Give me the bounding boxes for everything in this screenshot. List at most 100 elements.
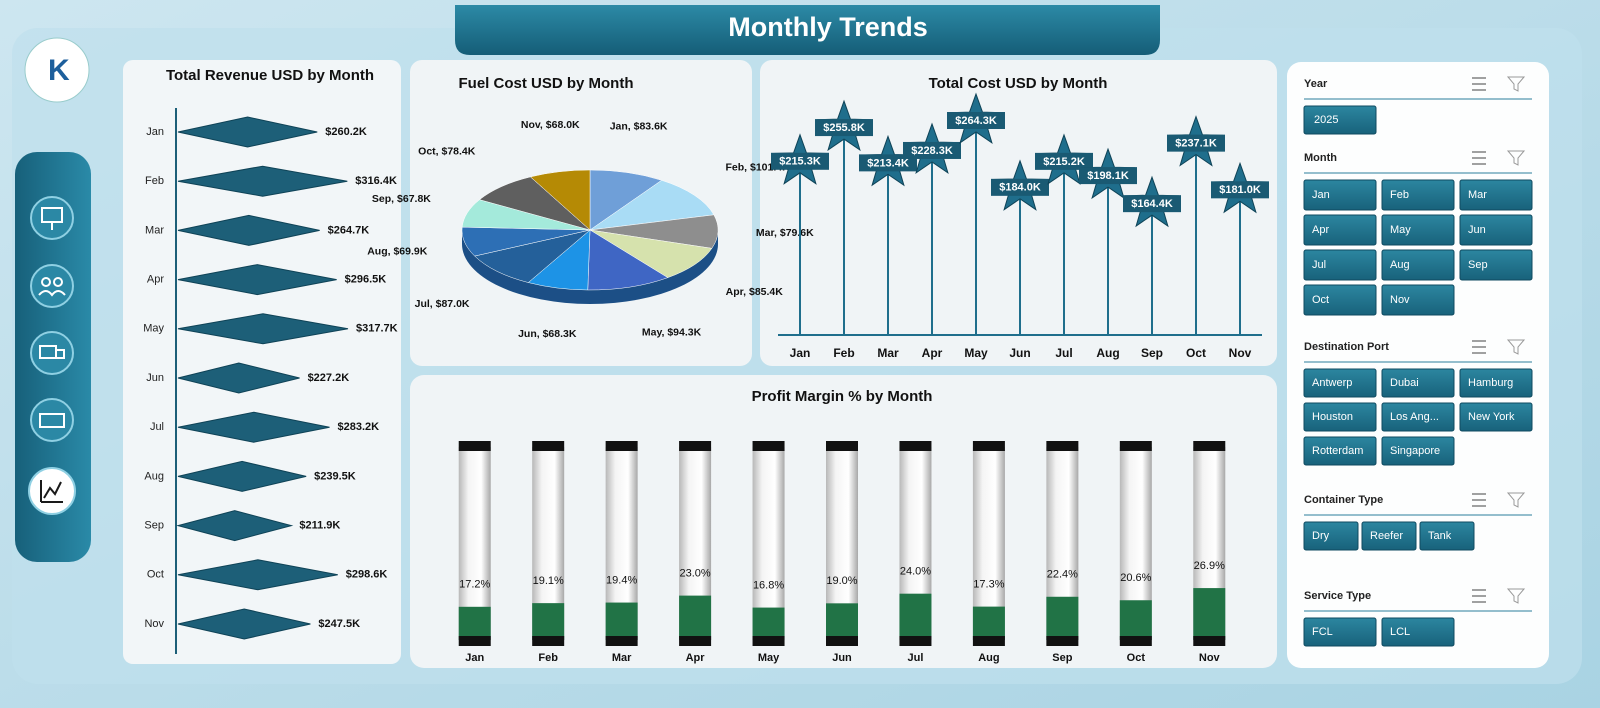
slicer-item[interactable]: Oct	[1312, 294, 1329, 306]
data-label: 22.4%	[1047, 569, 1078, 581]
slicer-button[interactable]	[1303, 368, 1377, 398]
slicer-item[interactable]: Rotterdam	[1312, 445, 1363, 457]
slicer-item[interactable]: Sep	[1468, 259, 1488, 271]
slicer-item[interactable]: FCL	[1312, 626, 1333, 638]
slicer-button[interactable]	[1303, 179, 1377, 211]
slicer-item[interactable]: Nov	[1390, 294, 1410, 306]
cylinder-fill	[1193, 588, 1226, 640]
x-tick-label: Oct	[1127, 652, 1146, 664]
slicer-button[interactable]	[1459, 249, 1533, 281]
y-tick-label: Aug	[144, 470, 164, 482]
diamond-bar	[177, 165, 348, 197]
slicer-button[interactable]	[1303, 521, 1359, 551]
y-tick-label: Apr	[147, 274, 164, 286]
clear-filter-icon[interactable]	[1506, 492, 1526, 508]
nav-icon[interactable]	[30, 196, 74, 240]
cylinder-cap	[1046, 441, 1079, 451]
slicer-item[interactable]: Feb	[1390, 189, 1409, 201]
multi-select-icon[interactable]	[1472, 340, 1486, 354]
slicer-button[interactable]	[1381, 214, 1455, 246]
slicer-item[interactable]: Dry	[1312, 530, 1330, 542]
x-tick-label: Jan	[465, 652, 484, 664]
slicer-item[interactable]: Apr	[1312, 224, 1329, 236]
clear-filter-icon[interactable]	[1506, 339, 1526, 355]
nav-icon[interactable]	[30, 398, 74, 442]
slicer-item[interactable]: LCL	[1390, 626, 1410, 638]
clear-filter-icon[interactable]	[1506, 76, 1526, 92]
slicer-button[interactable]	[1303, 105, 1377, 135]
slicer-item[interactable]: Mar	[1468, 189, 1487, 201]
slicer-button[interactable]	[1459, 368, 1533, 398]
diamond-bar	[177, 362, 300, 394]
cylinder-cap	[1046, 636, 1079, 646]
slicer-button[interactable]	[1419, 521, 1475, 551]
slicer-title: Service Type	[1304, 590, 1371, 602]
data-label: May, $94.3K	[642, 326, 702, 338]
label-box	[1079, 167, 1137, 185]
diamond-bar	[177, 460, 307, 492]
slicer-item[interactable]: New York	[1468, 411, 1515, 423]
data-label: $184.0K	[999, 182, 1041, 194]
slicer-item[interactable]: 2025	[1314, 114, 1338, 126]
slicer-button[interactable]	[1459, 179, 1533, 211]
slicer-button[interactable]	[1381, 436, 1455, 466]
data-label: $264.3K	[955, 115, 997, 127]
slicer-button[interactable]	[1303, 249, 1377, 281]
slicer-item[interactable]: Singapore	[1390, 445, 1440, 457]
slicer-item[interactable]: Dubai	[1390, 377, 1419, 389]
slicer-button[interactable]	[1381, 617, 1455, 647]
slicer-item[interactable]: Tank	[1428, 530, 1452, 542]
data-label: $298.6K	[346, 569, 388, 581]
slicer-item[interactable]: Antwerp	[1312, 377, 1352, 389]
slicer-item[interactable]: Hamburg	[1468, 377, 1513, 389]
slicer-button[interactable]	[1303, 436, 1377, 466]
slicer-panel	[1287, 62, 1549, 668]
slicer-item[interactable]: Houston	[1312, 411, 1353, 423]
data-label: $283.2K	[338, 421, 380, 433]
multi-select-icon[interactable]	[1472, 589, 1486, 603]
multi-select-icon[interactable]	[1472, 77, 1486, 91]
slicer-item[interactable]: Los Ang...	[1390, 411, 1439, 423]
x-tick-label: Jan	[790, 346, 811, 360]
x-tick-label: Nov	[1199, 652, 1221, 664]
x-tick-label: Sep	[1141, 346, 1163, 360]
slicer-item[interactable]: Jun	[1468, 224, 1486, 236]
cylinder-cap	[1193, 441, 1226, 451]
data-label: 20.6%	[1120, 572, 1151, 584]
slicer-item[interactable]: Reefer	[1370, 530, 1403, 542]
slicer-button[interactable]	[1381, 368, 1455, 398]
cylinder-cap	[1193, 636, 1226, 646]
slicer-item[interactable]: May	[1390, 224, 1411, 236]
cylinder-cap	[899, 636, 932, 646]
data-label: 26.9%	[1194, 560, 1225, 572]
slicer-button[interactable]	[1303, 214, 1377, 246]
slicer-button[interactable]	[1381, 249, 1455, 281]
data-label: $181.0K	[1219, 184, 1261, 196]
slicer-button[interactable]	[1303, 617, 1377, 647]
slicer-button[interactable]	[1459, 402, 1533, 432]
slicer-item[interactable]: Jan	[1312, 189, 1330, 201]
slicer-button[interactable]	[1303, 284, 1377, 316]
multi-select-icon[interactable]	[1472, 493, 1486, 507]
clear-filter-icon[interactable]	[1506, 150, 1526, 166]
slicer-button[interactable]	[1303, 402, 1377, 432]
nav-icon[interactable]	[30, 264, 74, 308]
slicer-button[interactable]	[1361, 521, 1417, 551]
slicer-button[interactable]	[1459, 214, 1533, 246]
y-tick-label: Jan	[146, 126, 164, 138]
data-label: 23.0%	[679, 568, 710, 580]
y-tick-label: Oct	[147, 569, 164, 581]
cylinder-cap	[826, 441, 858, 451]
data-label: $317.7K	[356, 323, 398, 335]
chart-title: Total Revenue USD by Month	[166, 67, 374, 84]
data-label: Oct, $78.4K	[418, 146, 476, 158]
slicer-button[interactable]	[1381, 402, 1455, 432]
clear-filter-icon[interactable]	[1506, 588, 1526, 604]
slicer-button[interactable]	[1381, 179, 1455, 211]
multi-select-icon[interactable]	[1472, 151, 1486, 165]
slicer-button[interactable]	[1381, 284, 1455, 316]
nav-icon[interactable]	[30, 331, 74, 375]
slicer-item[interactable]: Jul	[1312, 259, 1326, 271]
pie-slice	[589, 229, 713, 278]
slicer-item[interactable]: Aug	[1390, 259, 1410, 271]
